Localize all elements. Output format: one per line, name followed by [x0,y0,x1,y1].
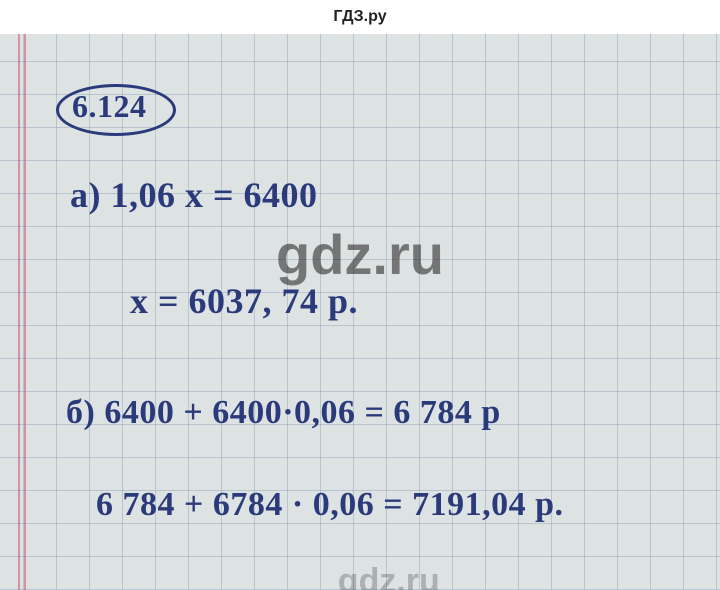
margin-rule-2 [24,34,26,590]
line-a-answer: x = 6037, 74 p. [130,280,358,322]
notebook-paper: 6.124 а) 1,06 x = 6400 x = 6037, 74 p. б… [0,34,720,590]
watermark-center: gdz.ru [276,222,444,287]
page-header: ГДЗ.ру [0,0,720,34]
line-b-equation-1: б) 6400 + 6400·0,06 = 6 784 p [66,394,501,432]
problem-number: 6.124 [72,88,147,125]
line-a-equation: а) 1,06 x = 6400 [70,174,318,216]
line-b-equation-2: 6 784 + 6784 · 0,06 = 7191,04 p. [96,486,564,524]
watermark-bottom: gdz.ru [338,562,440,590]
margin-rule-1 [18,34,20,590]
site-title: ГДЗ.ру [333,8,386,26]
